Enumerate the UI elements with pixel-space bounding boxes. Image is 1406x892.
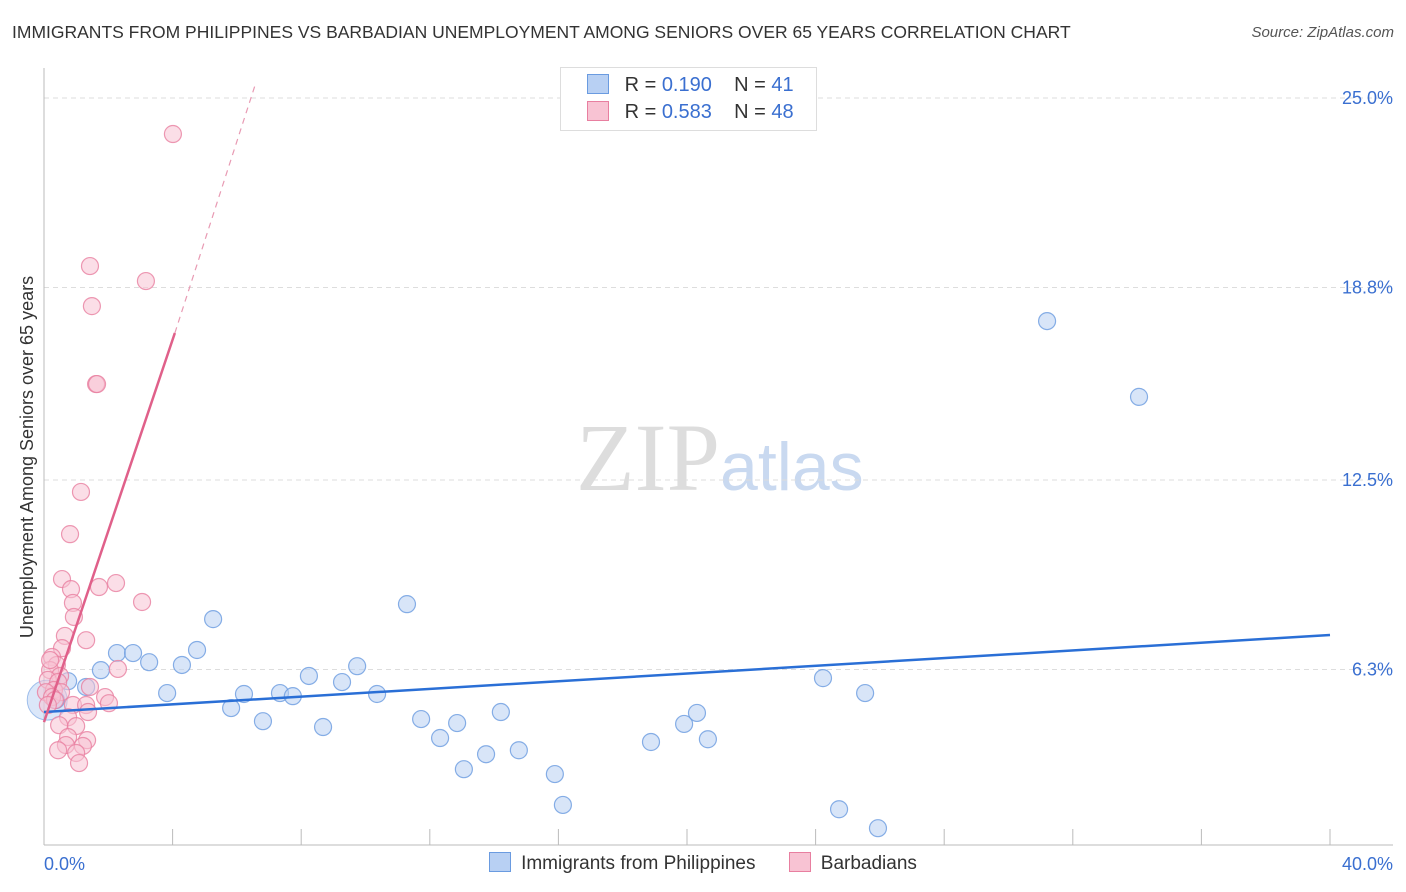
pink-swatch-icon (587, 101, 609, 121)
barbadians-point (71, 482, 91, 502)
n-value: 48 (771, 101, 794, 123)
y-tick-label: 25.0% (1342, 88, 1393, 108)
philippines-point (367, 684, 387, 704)
legend-label: Immigrants from Philippines (521, 853, 756, 874)
philippines-point (509, 741, 528, 760)
y-tick-label: 18.8% (1342, 277, 1393, 297)
philippines-point (107, 643, 127, 663)
barbadians-trendline (42, 332, 177, 723)
y-axis-label: Unemployment Among Seniors over 65 years (17, 276, 37, 638)
pink-swatch-icon (788, 852, 811, 872)
legend-label: Barbadians (820, 853, 917, 874)
blue-swatch-icon (489, 852, 512, 872)
blue-swatch-icon (587, 74, 609, 94)
philippines-point (868, 819, 888, 838)
x-tick-max: 40.0% (1342, 854, 1393, 874)
barbadians-point (80, 677, 100, 697)
correlation-legend: R = 0.190 N = 41 R = 0.583 N = 48 (560, 67, 817, 131)
n-value: 41 (771, 74, 794, 96)
watermark-zip: ZIP (576, 404, 720, 511)
philippines-point (698, 730, 717, 749)
philippines-point (454, 760, 473, 779)
barbadians-point (106, 573, 126, 593)
legend-item-barbadians: Barbadians (788, 852, 917, 875)
y-tick-label: 6.3% (1352, 660, 1393, 680)
philippines-point (1129, 387, 1149, 406)
philippines-point (253, 712, 273, 731)
philippines-point (234, 684, 254, 704)
barbadians-point (41, 650, 60, 670)
philippines-point (675, 714, 694, 734)
philippines-point (123, 643, 143, 663)
philippines-point (332, 672, 352, 692)
barbadians-point (87, 374, 107, 394)
x-tick-min: 0.0% (44, 854, 85, 874)
series-legend: Immigrants from Philippines Barbadians (0, 852, 1406, 875)
r-value: 0.190 (661, 74, 712, 96)
philippines-point (397, 595, 417, 614)
barbadians-point (77, 631, 96, 650)
philippines-point (430, 728, 450, 748)
r-label: R = (624, 101, 657, 123)
y-tick-label: 12.5% (1342, 470, 1393, 490)
philippines-point (1037, 311, 1057, 331)
philippines-point (545, 764, 564, 784)
philippines-point (412, 709, 431, 729)
philippines-point (187, 640, 207, 660)
n-label: N = (734, 101, 766, 123)
philippines-point (813, 669, 833, 688)
barbadians-point (60, 525, 80, 544)
legend-row-philippines: R = 0.190 N = 41 (587, 74, 794, 97)
philippines-point (829, 800, 849, 819)
barbadians-point (136, 271, 156, 291)
philippines-point (140, 653, 159, 672)
philippines-point (856, 683, 875, 703)
philippines-point (172, 655, 192, 675)
philippines-point (313, 717, 333, 737)
philippines-point (299, 666, 319, 686)
chart-title: IMMIGRANTS FROM PHILIPPINES VS BARBADIAN… (12, 22, 1071, 42)
barbadians-point (108, 659, 128, 679)
barbadians-point (69, 753, 89, 773)
source-label: Source: ZipAtlas.com (1251, 24, 1394, 41)
philippines-point (491, 702, 510, 722)
barbadians-trendline-extension (174, 85, 256, 334)
barbadians-point (82, 297, 102, 316)
philippines-point (204, 610, 223, 629)
barbadians-point (89, 577, 109, 597)
philippines-point (348, 657, 367, 676)
r-label: R = (624, 74, 657, 96)
barbadians-point (132, 592, 152, 612)
n-label: N = (734, 74, 766, 96)
barbadians-point (80, 256, 100, 276)
philippines-point (91, 661, 111, 680)
philippines-point (476, 745, 496, 764)
legend-row-barbadians: R = 0.583 N = 48 (587, 101, 794, 124)
barbadians-point (78, 702, 98, 722)
r-value: 0.583 (661, 101, 712, 123)
philippines-point (641, 732, 661, 752)
philippines-point (553, 795, 573, 815)
philippines-point (687, 703, 707, 723)
legend-item-philippines: Immigrants from Philippines (489, 852, 756, 875)
barbadians-point (163, 124, 183, 144)
philippines-point (158, 683, 177, 703)
philippines-point (448, 713, 467, 733)
philippines-trendline (43, 633, 1331, 714)
philippines-point (222, 698, 241, 718)
barbadians-point (49, 741, 68, 760)
watermark-atlas: atlas (720, 429, 864, 505)
